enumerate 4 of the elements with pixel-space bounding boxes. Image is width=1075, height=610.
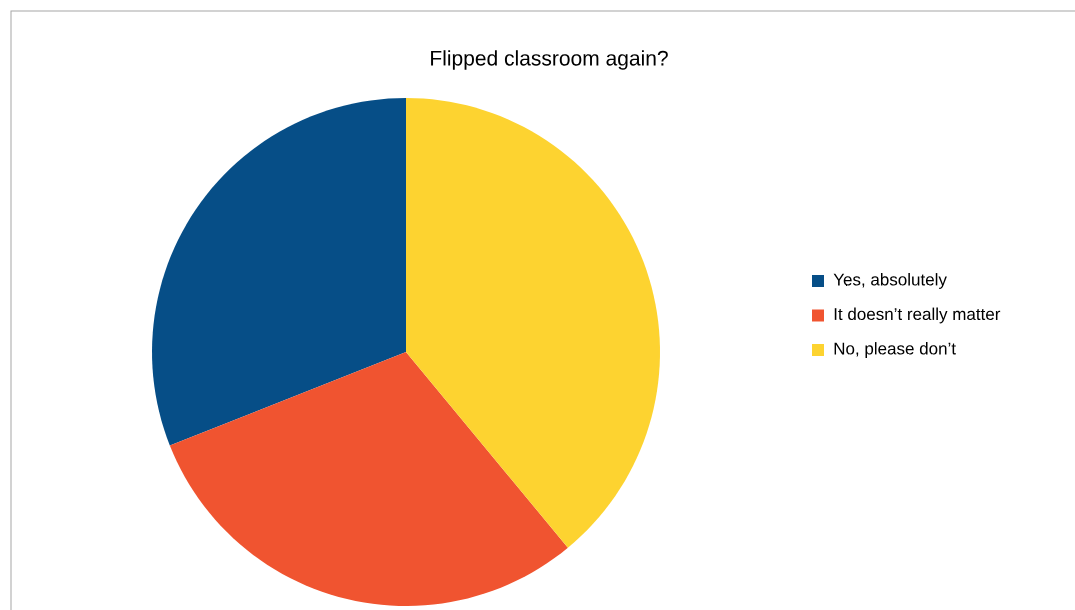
legend-label: Yes, absolutely — [833, 273, 947, 289]
legend-label: No, please don’t — [834, 342, 956, 358]
legend-label: It doesn’t really matter — [834, 307, 1001, 324]
chart-title: Flipped classroom again? — [431, 50, 668, 70]
